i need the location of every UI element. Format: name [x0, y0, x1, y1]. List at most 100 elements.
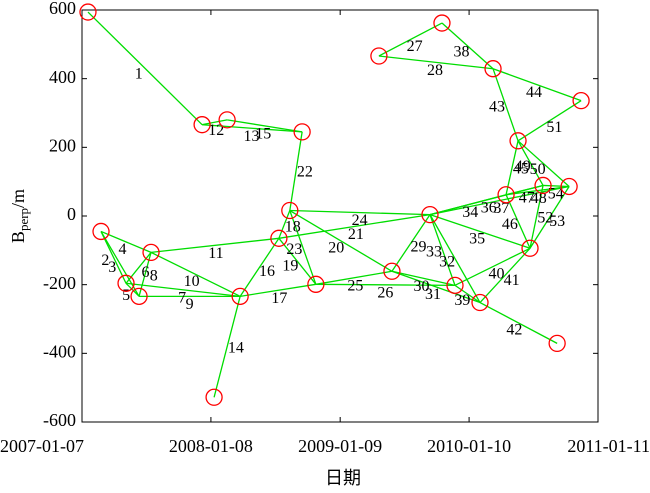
edge [289, 131, 303, 211]
edge [492, 68, 519, 142]
node [92, 222, 110, 241]
edge-label: 26 [377, 285, 393, 302]
edge [213, 296, 241, 398]
edge-label: 42 [506, 322, 522, 339]
edge-label: 39 [454, 292, 470, 309]
edge [454, 284, 481, 304]
node [79, 3, 97, 21]
node [281, 201, 299, 220]
edge-label: 35 [469, 231, 485, 248]
edge [201, 119, 228, 126]
edge [150, 237, 279, 254]
edge-label: 41 [504, 272, 520, 289]
edge [378, 22, 443, 57]
edge [429, 214, 456, 286]
edge-label: 30 [414, 278, 430, 295]
edge [125, 251, 152, 284]
x-axis-label: 日期 [325, 468, 361, 488]
node [497, 186, 515, 204]
y-tick-label: -200 [43, 273, 76, 293]
node [548, 334, 566, 353]
edge [479, 301, 558, 344]
edge-label: 25 [347, 277, 363, 294]
y-axis-label: Bperp/m [8, 189, 31, 243]
edge-label: 50 [530, 161, 546, 178]
edge-label: 20 [328, 239, 344, 256]
edge [100, 231, 140, 297]
edge-label: 5 [122, 287, 130, 304]
y-tick-label: 600 [49, 0, 76, 18]
edge-label: 14 [228, 340, 244, 357]
edge-label: 51 [546, 119, 562, 136]
edge [517, 100, 582, 142]
node [471, 293, 489, 312]
edge [378, 55, 494, 70]
edge [239, 237, 280, 297]
edge-label: 40 [488, 266, 504, 283]
edge-label: 38 [454, 43, 470, 60]
edge [529, 185, 544, 249]
edge [441, 22, 494, 70]
x-tick-label: 2011-01-11 [567, 436, 650, 456]
edge-label: 54 [548, 186, 564, 203]
node [421, 205, 439, 224]
edge-label: 19 [282, 258, 298, 275]
edge-label: 49 [515, 158, 531, 175]
edge [454, 247, 531, 286]
edge [429, 214, 531, 249]
edge-label: 32 [439, 254, 455, 271]
edge [492, 68, 582, 102]
node [231, 287, 249, 305]
edge [289, 210, 317, 285]
node [446, 276, 464, 295]
edge-label: 2 [101, 252, 109, 269]
y-label-sub: perp [16, 208, 31, 231]
edge-label: 1 [135, 65, 143, 82]
node [484, 60, 502, 78]
y-tick-label: -400 [43, 341, 76, 361]
edge [391, 270, 456, 286]
edge-label: 16 [259, 263, 275, 280]
x-tick-label: 2010-01-10 [427, 436, 511, 456]
edge-label: 11 [208, 245, 223, 262]
y-tick-label: 0 [67, 204, 76, 224]
edge [505, 194, 531, 249]
y-tick-label: -600 [43, 410, 76, 430]
node [117, 274, 135, 292]
edge-label: 10 [184, 273, 200, 290]
edge-label: 4 [119, 241, 127, 258]
node [534, 176, 552, 195]
plot-frame [81, 9, 599, 423]
edge [289, 209, 393, 272]
y-label-suffix: /m [8, 189, 28, 208]
y-tick-label: 400 [49, 67, 76, 87]
edge [202, 124, 303, 133]
edge [391, 270, 481, 304]
edge-label: 53 [549, 213, 565, 230]
node [433, 14, 451, 32]
edge [87, 11, 203, 126]
node [307, 275, 325, 293]
edge [278, 237, 317, 285]
edge-label: 47 [519, 189, 535, 206]
node [218, 111, 236, 129]
node [560, 177, 578, 196]
node [370, 47, 388, 65]
edge [227, 119, 303, 133]
edge-label: 33 [426, 244, 442, 261]
edge [517, 140, 570, 187]
edge [150, 251, 241, 297]
node [293, 123, 311, 141]
edge-label: 29 [410, 239, 426, 256]
edge [125, 282, 140, 297]
y-tick-label: 200 [49, 135, 76, 155]
x-tick-label: 2008-01-08 [169, 436, 253, 456]
node [509, 132, 527, 150]
edge-label: 21 [348, 226, 364, 243]
edge [278, 213, 431, 239]
edge [505, 184, 544, 196]
edge-label: 46 [502, 216, 518, 233]
edge [125, 282, 241, 297]
edge-label: 17 [271, 290, 287, 307]
